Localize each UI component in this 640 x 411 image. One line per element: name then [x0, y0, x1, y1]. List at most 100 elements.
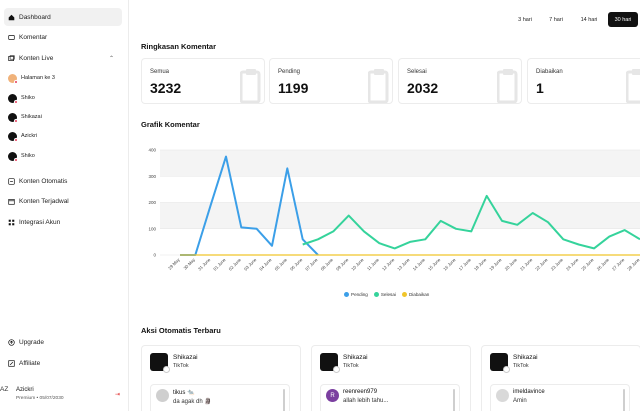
commenter-avatar	[496, 389, 509, 402]
x-tick-label: 30 May	[183, 257, 197, 271]
legend-swatch	[373, 292, 379, 297]
series-line-selesai	[302, 194, 640, 250]
grid-icon	[8, 219, 15, 226]
stat-card-diabaikan: Diabaikan 1	[527, 58, 640, 104]
platform-label: TikTok	[513, 363, 529, 369]
nav-affiliate[interactable]: Affiliate	[4, 354, 122, 372]
stat-label: Pending	[278, 69, 301, 75]
y-tick-label: 400	[148, 148, 156, 153]
live-item[interactable]: Azickri	[8, 129, 37, 143]
nav-konten-live[interactable]: Konten Live ⌃	[4, 49, 122, 67]
stat-label: Semua	[150, 69, 170, 75]
nav-label: Konten Otomatis	[19, 177, 68, 185]
legend-item[interactable]: Pending	[344, 292, 368, 297]
document-icon	[240, 69, 261, 103]
nav-konten-otomatis[interactable]: Konten Otomatis	[4, 172, 122, 190]
live-item[interactable]: Shiko	[8, 91, 35, 105]
range-label: 30 hari	[614, 16, 632, 23]
avatar	[8, 131, 18, 142]
commenter-name: imeldavince	[513, 389, 545, 395]
live-item[interactable]: Shiko	[8, 149, 35, 163]
tiktok-icon	[333, 366, 340, 373]
user-profile[interactable]: AZ Azickri Premium • 05/07/2030 ⇥	[0, 383, 128, 407]
live-item-label: Halaman ke 3	[21, 75, 55, 81]
legend-label: Selesai	[380, 292, 396, 297]
x-tick-label: 22 June	[534, 257, 549, 272]
stat-value: 1	[536, 80, 544, 96]
nav-konten-terjadwal[interactable]: Konten Terjadwal	[4, 192, 122, 210]
stat-value: 3232	[150, 80, 182, 96]
x-tick-label: 20 June	[504, 257, 519, 272]
x-tick-label: 13 June	[396, 257, 411, 272]
x-tick-label: 07 June	[304, 257, 319, 272]
nav-label: Konten Terjadwal	[19, 197, 69, 205]
tiktok-icon	[163, 366, 170, 373]
platform-label: TikTok	[173, 363, 189, 369]
stat-label: Selesai	[407, 69, 427, 75]
nav-integrasi-akun[interactable]: Integrasi Akun	[4, 213, 122, 231]
live-item-label: Shiko	[21, 95, 35, 101]
scrollbar[interactable]	[453, 389, 455, 411]
nav-upgrade[interactable]: Upgrade	[4, 333, 122, 351]
account-name: Shikazai	[343, 354, 368, 361]
x-tick-label: 19 June	[488, 257, 503, 272]
x-tick-label: 05 June	[274, 257, 289, 272]
live-item[interactable]: Halaman ke 3	[8, 71, 55, 85]
auto-card[interactable]: Shikazai TikTok R reenreen979 allah lebi…	[311, 345, 471, 411]
stat-card-pending: Pending 1199	[269, 58, 393, 104]
logout-icon[interactable]: ⇥	[114, 392, 120, 398]
legend-label: Diabaikan	[408, 292, 430, 297]
nav-dashboard[interactable]: Dashboard	[4, 8, 122, 26]
range-14-hari[interactable]: 14 hari	[574, 12, 604, 27]
x-tick-label: 17 June	[458, 257, 473, 272]
x-tick-label: 21 June	[519, 257, 534, 272]
legend-item[interactable]: Diabaikan	[401, 292, 430, 297]
x-tick-label: 09 June	[335, 257, 350, 272]
chevron-up-icon[interactable]: ⌃	[108, 55, 114, 62]
auto-icon	[8, 177, 15, 185]
live-icon	[8, 54, 15, 62]
live-item-label: Shikazai	[21, 114, 42, 120]
comment-text: allah lebih tahu...	[343, 398, 389, 404]
legend-item[interactable]: Selesai	[373, 292, 396, 297]
commenter-avatar: R	[326, 389, 339, 402]
range-label: 3 hari	[518, 16, 532, 23]
x-tick-label: 14 June	[412, 257, 427, 272]
document-icon	[497, 69, 518, 103]
auto-card[interactable]: Shikazai TikTok imeldavince Amin	[481, 345, 640, 411]
nav-label: Konten Live	[19, 54, 54, 62]
comment-icon	[8, 34, 15, 41]
x-tick-label: 06 June	[289, 257, 304, 272]
nav-label: Integrasi Akun	[19, 218, 61, 226]
nav-komentar[interactable]: Komentar	[4, 28, 122, 46]
x-tick-label: 18 June	[473, 257, 488, 272]
x-tick-label: 10 June	[350, 257, 365, 272]
x-tick-label: 28 June	[626, 257, 640, 272]
user-plan: Premium • 05/07/2030	[16, 396, 64, 401]
grid-band	[160, 150, 640, 177]
auto-card[interactable]: Shikazai TikTok tikus 🐀 da agak dh 🗿	[141, 345, 301, 411]
comment-box: tikus 🐀 da agak dh 🗿	[150, 384, 290, 411]
summary-title: Ringkasan Komentar	[141, 42, 217, 51]
range-30-hari[interactable]: 30 hari	[608, 12, 638, 27]
live-item[interactable]: Shikazai	[8, 110, 42, 124]
x-tick-label: 27 June	[611, 257, 626, 272]
avatar: AZ	[0, 386, 9, 393]
auto-title: Aksi Otomatis Terbaru	[141, 326, 221, 335]
scrollbar[interactable]	[283, 389, 285, 411]
avatar	[8, 151, 18, 162]
comment-box: R reenreen979 allah lebih tahu...	[320, 384, 460, 411]
live-item-label: Azickri	[21, 133, 38, 139]
stat-value: 2032	[407, 80, 439, 96]
upgrade-icon	[8, 338, 15, 346]
range-7-hari[interactable]: 7 hari	[543, 12, 569, 27]
chart-legend: Pending Selesai Diabaikan	[344, 292, 429, 297]
range-3-hari[interactable]: 3 hari	[512, 12, 538, 27]
x-tick-label: 11 June	[366, 257, 381, 272]
scrollbar[interactable]	[623, 389, 625, 411]
x-tick-label: 08 June	[320, 257, 335, 272]
account-avatar	[320, 353, 340, 373]
x-tick-label: 25 June	[580, 257, 595, 272]
comment-text: Amin	[513, 398, 527, 404]
comment-text: da agak dh 🗿	[173, 399, 212, 405]
